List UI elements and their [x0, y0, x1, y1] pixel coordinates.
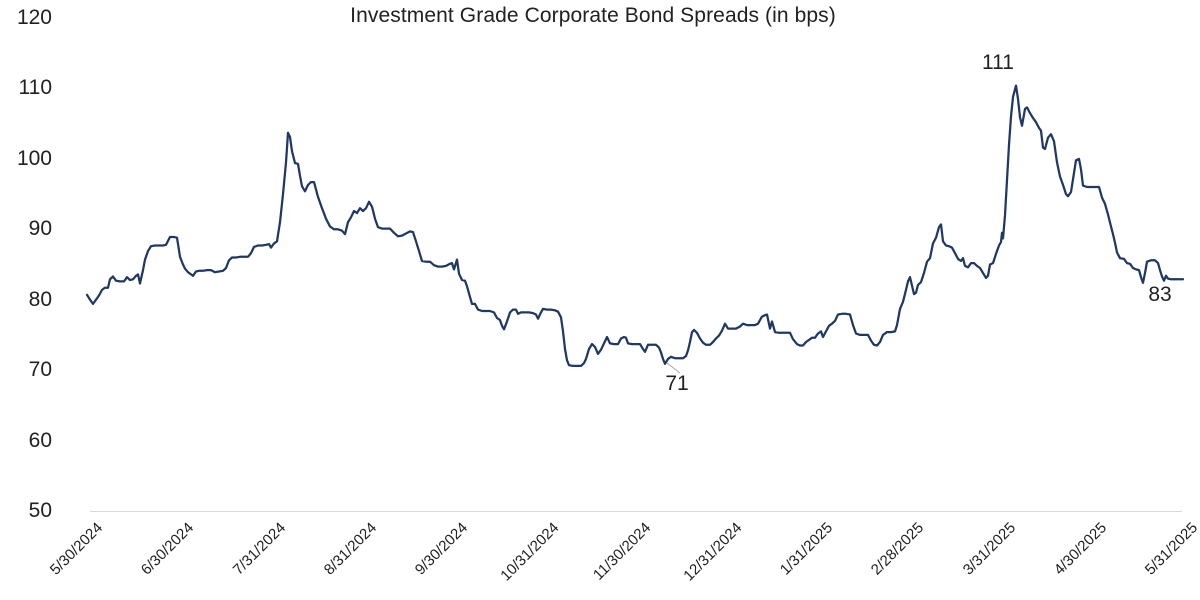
y-axis-label: 80: [28, 287, 52, 311]
y-axis-label: 90: [28, 217, 52, 241]
y-axis-label: 70: [28, 358, 52, 382]
y-axis-label: 110: [18, 76, 52, 100]
chart-title: Investment Grade Corporate Bond Spreads …: [350, 4, 836, 27]
data-label-83: 83: [1148, 283, 1172, 306]
y-axis-label: 50: [28, 499, 52, 522]
x-axis-line: [90, 511, 1182, 512]
annotation-leader-line: [666, 362, 681, 374]
y-axis-label: 60: [28, 428, 52, 452]
data-label-71: 71: [665, 372, 689, 395]
spread-line-series: [85, 84, 1185, 368]
data-label-111: 111: [982, 51, 1014, 74]
y-axis-label: 120: [16, 6, 52, 29]
y-axis-label: 100: [16, 146, 52, 170]
